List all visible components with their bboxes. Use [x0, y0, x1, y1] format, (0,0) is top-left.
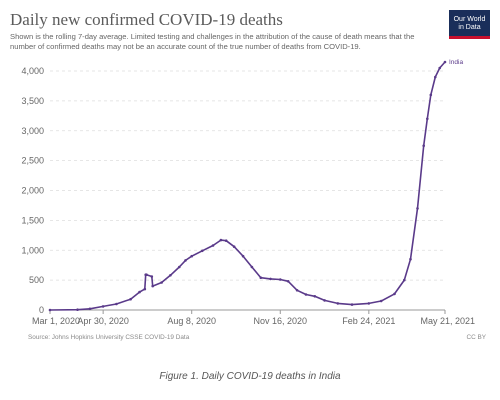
data-point	[150, 275, 154, 278]
data-point	[101, 305, 105, 308]
license-link[interactable]: CC BY	[466, 334, 486, 341]
data-point	[286, 280, 290, 283]
data-point	[129, 297, 132, 301]
data-point	[443, 60, 447, 64]
series-layer: India	[48, 59, 463, 312]
data-point	[429, 93, 433, 97]
data-point	[115, 302, 118, 306]
y-tick-label: 3,500	[21, 96, 44, 106]
data-point	[313, 295, 317, 298]
series-label-india: India	[449, 59, 463, 66]
data-point	[143, 287, 147, 291]
x-tick-label: Nov 16, 2020	[253, 316, 307, 326]
data-point	[304, 293, 308, 296]
data-point	[269, 277, 272, 281]
data-point	[295, 289, 299, 292]
x-tick-label: Apr 30, 2020	[77, 316, 129, 326]
data-point	[393, 292, 396, 296]
data-point	[211, 244, 215, 247]
source-note[interactable]: Source: Johns Hopkins University CSSE CO…	[28, 334, 190, 341]
data-point	[184, 259, 187, 262]
logo-line-1: Our World	[453, 16, 486, 23]
data-point	[178, 265, 181, 269]
y-tick-label: 500	[29, 275, 44, 285]
y-tick-label: 2,500	[21, 156, 44, 166]
chart-subtitle: Shown is the rolling 7-day average. Limi…	[10, 32, 415, 51]
data-point	[48, 308, 52, 312]
data-point	[426, 117, 429, 121]
grid-lines	[50, 70, 445, 311]
owid-logo[interactable]: Our World in Data	[449, 10, 490, 39]
data-point	[434, 75, 437, 79]
data-point	[241, 254, 245, 258]
data-point	[250, 265, 254, 269]
data-point	[201, 249, 204, 253]
data-point	[138, 290, 141, 294]
data-point	[279, 278, 282, 281]
y-tick-label: 2,000	[21, 186, 44, 196]
data-point	[422, 144, 426, 147]
figure-caption: Figure 1. Daily COVID-19 deaths in India	[159, 371, 341, 382]
data-point	[403, 278, 406, 282]
x-tick-label: Mar 1, 2020	[32, 316, 80, 326]
x-tick-label: Aug 8, 2020	[167, 316, 216, 326]
x-tick-label: May 21, 2021	[420, 316, 475, 326]
data-point	[367, 302, 371, 305]
x-tick-label: Feb 24, 2021	[342, 316, 395, 326]
data-point	[151, 284, 154, 288]
data-point	[438, 66, 442, 70]
y-tick-label: 0	[39, 305, 44, 315]
logo-line-2: in Data	[458, 24, 481, 31]
data-point	[219, 238, 223, 242]
chart-title: Daily new confirmed COVID-19 deaths	[10, 10, 283, 29]
y-tick-label: 1,500	[21, 215, 44, 225]
data-point	[190, 254, 193, 258]
y-axis-tick-labels: 0 500 1,000 1,500 2,000 2,500 3,000 3,500 4,000	[21, 66, 44, 315]
y-tick-label: 1,000	[21, 245, 44, 255]
data-point	[160, 281, 163, 284]
data-point	[76, 308, 79, 312]
data-point	[145, 273, 148, 277]
data-point	[336, 302, 340, 305]
data-point	[350, 303, 354, 306]
data-point	[224, 239, 228, 242]
y-tick-label: 3,000	[21, 126, 44, 136]
y-tick-label: 4,000	[21, 66, 44, 76]
data-point	[416, 207, 419, 210]
series-line-india[interactable]	[49, 61, 446, 311]
data-point	[232, 245, 236, 248]
data-point	[323, 299, 326, 302]
data-point	[379, 299, 383, 303]
data-point	[409, 257, 412, 261]
data-point	[88, 307, 92, 311]
data-point	[259, 276, 263, 280]
data-point	[169, 274, 172, 277]
